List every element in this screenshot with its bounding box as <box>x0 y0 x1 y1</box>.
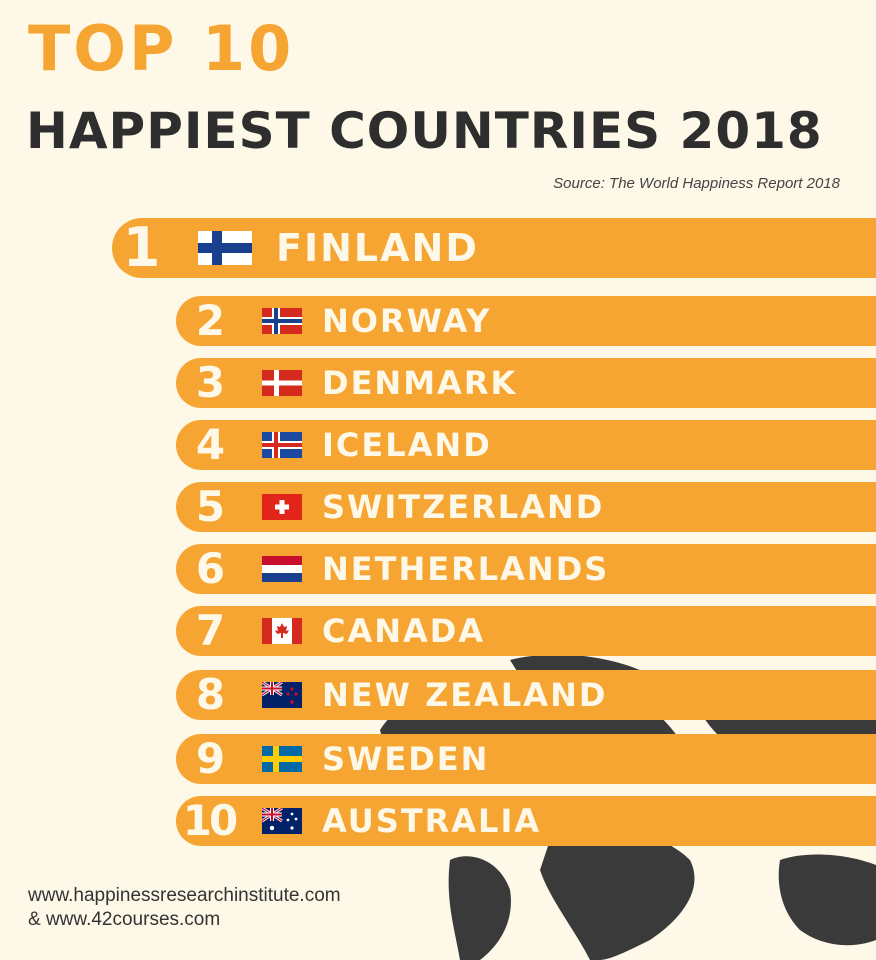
country-name: CANADA <box>322 612 486 650</box>
rank-number: 4 <box>195 420 225 469</box>
ranking-row: 6 NETHERLANDS <box>176 544 876 594</box>
rank-number: 1 <box>122 216 161 279</box>
rank-number: 6 <box>195 544 225 593</box>
ranking-row: 2 NORWAY <box>176 296 876 346</box>
rank-number: 7 <box>195 606 225 655</box>
finland-flag-icon <box>198 231 252 265</box>
rank-number: 10 <box>182 796 238 845</box>
ranking-row: 9 SWEDEN <box>176 734 876 784</box>
australia-flag-icon <box>262 808 302 834</box>
country-name: NETHERLANDS <box>322 550 610 588</box>
norway-flag-icon <box>262 308 302 334</box>
source-note: Source: The World Happiness Report 2018 <box>553 175 840 192</box>
country-name: SWITZERLAND <box>322 488 605 526</box>
sweden-flag-icon <box>262 746 302 772</box>
page-title: HAPPIEST COUNTRIES 2018 <box>26 102 823 160</box>
footer-credits: www.happinessresearchinstitute.com & www… <box>28 884 341 932</box>
ranking-row: 3 DENMARK <box>176 358 876 408</box>
country-name: SWEDEN <box>322 740 490 778</box>
rank-number: 3 <box>195 358 225 407</box>
netherlands-flag-icon <box>262 556 302 582</box>
country-name: NEW ZEALAND <box>322 676 608 714</box>
iceland-flag-icon <box>262 432 302 458</box>
ranking-row: 7 CANADA <box>176 606 876 656</box>
country-name: AUSTRALIA <box>322 802 542 840</box>
rank-number: 5 <box>195 482 225 531</box>
rank-number: 2 <box>195 296 225 345</box>
footer-link-happiness-research: www.happinessresearchinstitute.com <box>28 885 341 906</box>
denmark-flag-icon <box>262 370 302 396</box>
ranking-row: 8 NEW ZEALAND <box>176 670 876 720</box>
ranking-row: 10 AUSTRALIA <box>176 796 876 846</box>
ranking-row: 1 FINLAND <box>112 218 876 278</box>
canada-flag-icon <box>262 618 302 644</box>
country-name: ICELAND <box>322 426 492 464</box>
ranking-row: 4 ICELAND <box>176 420 876 470</box>
ranking-row: 5 SWITZERLAND <box>176 482 876 532</box>
country-name: FINLAND <box>276 226 479 270</box>
country-name: DENMARK <box>322 364 518 402</box>
rank-number: 9 <box>195 734 225 783</box>
rank-number: 8 <box>195 670 225 719</box>
new-zealand-flag-icon <box>262 682 302 708</box>
country-name: NORWAY <box>322 302 492 340</box>
switzerland-flag-icon <box>262 494 302 520</box>
footer-link-42courses: & www.42courses.com <box>28 909 221 930</box>
title-top-10: TOP 10 <box>28 12 295 85</box>
